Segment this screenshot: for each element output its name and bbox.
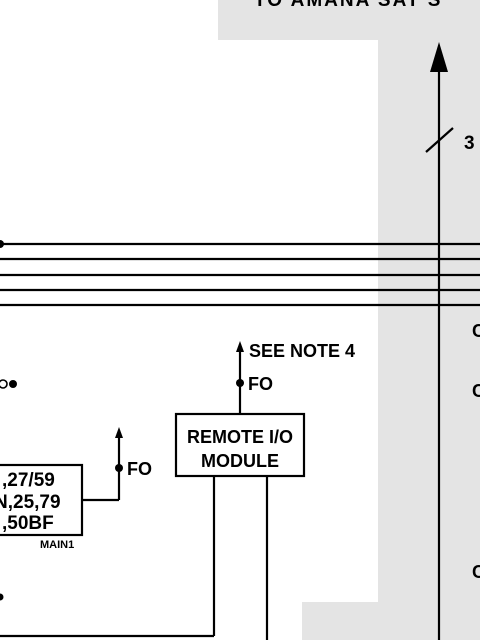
relay-line-3: ,50BF	[2, 513, 54, 534]
relay-fiber-arrow-icon	[115, 427, 123, 438]
right-edge-label-3: C	[472, 562, 480, 582]
left-edge-dot	[9, 380, 17, 388]
remote-io-label-line1: REMOTE I/O	[187, 427, 293, 447]
fo-label-upper: FO	[248, 374, 273, 394]
fo-label-left: FO	[127, 459, 152, 479]
bus-slash	[425, 127, 454, 153]
relay-line-1: ,27/59	[2, 470, 55, 491]
bus-node-dot	[0, 240, 4, 248]
right-edge-label-2: C	[472, 381, 480, 401]
relay-tag-label: MAIN1	[40, 539, 74, 551]
top-banner-label: TO AMANA SAT S	[254, 0, 442, 11]
horizontal-bus	[0, 242, 480, 307]
right-edge-label-1: C	[472, 321, 480, 341]
shaded-region	[218, 0, 480, 640]
bus-count-label: 3	[464, 133, 475, 154]
remote-io-module-box	[174, 412, 306, 478]
left-edge-open-circle	[0, 379, 8, 389]
relay-line-2: N,25,79	[0, 492, 61, 513]
arrow-up-icon	[430, 42, 448, 72]
relay-fo-node-dot	[115, 464, 123, 472]
fo-node-dot	[236, 379, 244, 387]
see-note-label: SEE NOTE 4	[249, 341, 355, 361]
fiber-arrow-icon	[236, 341, 244, 352]
remote-io-label-line2: MODULE	[201, 451, 279, 471]
relay-function-box	[0, 463, 84, 537]
left-edge-dot-lower	[0, 593, 4, 601]
